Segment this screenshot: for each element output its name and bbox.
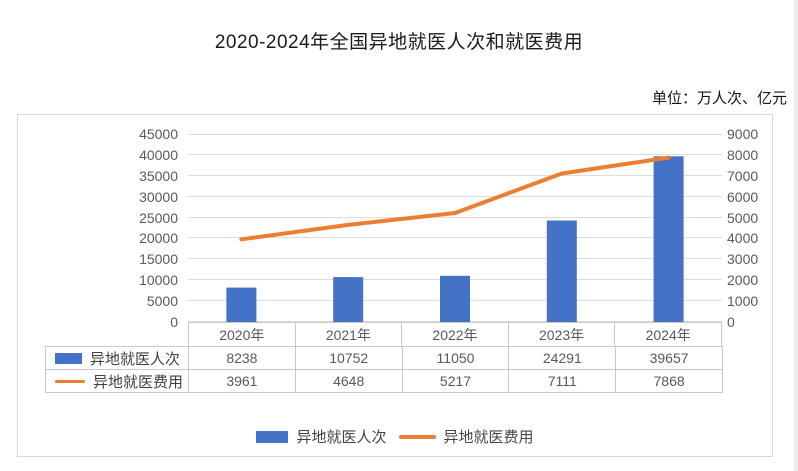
bar-series-swatch-icon: [55, 352, 82, 364]
legend: 异地就医人次 异地就医费用: [18, 426, 772, 447]
x-axis-label: 2022年: [401, 322, 509, 347]
x-axis-label: 2020年: [188, 322, 296, 347]
left-axis-tick: 35000: [139, 167, 178, 184]
left-axis-tick: 20000: [139, 230, 178, 247]
chart-title: 2020-2024年全国异地就医人次和就医费用: [214, 32, 584, 53]
table-cell: 3961: [188, 369, 296, 393]
left-axis: 45000 40000 35000 30000 25000 20000 15000 10000…: [18, 115, 178, 456]
left-axis-tick: 15000: [139, 251, 178, 268]
table-row-label: 异地就医费用: [45, 369, 189, 393]
table-cell: 39657: [615, 346, 723, 370]
table-row: 异地就医人次 8238 10752 11050 24291 39657: [45, 346, 723, 370]
bar-2022年: [440, 275, 470, 322]
bar-series-swatch-icon: [256, 430, 289, 443]
table-row: 异地就医费用 3961 4648 5217 7111 7868: [45, 369, 723, 393]
right-axis-tick: 5000: [727, 209, 759, 226]
table-cell: 7111: [508, 369, 617, 393]
right-axis-tick: 3000: [727, 251, 759, 268]
left-axis-tick: 0: [170, 314, 178, 330]
line-series-swatch-icon: [55, 379, 85, 383]
right-axis-tick: 9000: [727, 126, 759, 142]
bar-2024年: [653, 156, 684, 322]
series-name: 异地就医费用: [93, 373, 184, 391]
plot-area: [188, 134, 722, 322]
table-cell: 4648: [294, 369, 403, 393]
table-cell: 7868: [615, 369, 723, 393]
right-axis-tick: 6000: [727, 188, 759, 205]
table-row-label: 异地就医人次: [45, 346, 189, 370]
unit-label: 单位：万人次、亿元: [651, 90, 787, 107]
bar-2020年: [226, 287, 257, 322]
left-axis-tick: 10000: [139, 272, 178, 289]
table-cell: 10752: [294, 346, 403, 370]
left-axis-tick: 25000: [139, 209, 178, 226]
right-axis-tick: 1000: [727, 293, 759, 310]
legend-item: 异地就医人次: [256, 426, 387, 447]
bar-2023年: [546, 220, 577, 322]
line-series-swatch-icon: [398, 434, 436, 439]
chart-panel: 45000 40000 35000 30000 25000 20000 15000 10000…: [17, 114, 773, 457]
bar-2021年: [333, 277, 364, 322]
left-axis-tick: 30000: [139, 188, 178, 205]
x-axis-header-row: 2020年 2021年 2022年 2023年 2024年: [188, 322, 722, 347]
right-axis-tick: 0: [727, 314, 735, 330]
x-axis-label: 2024年: [614, 322, 722, 347]
left-axis-tick: 5000: [146, 293, 178, 310]
right-axis-tick: 8000: [727, 146, 759, 163]
right-axis: 9000 8000 7000 6000 5000 4000 3000 2000 1000 0: [727, 115, 779, 456]
legend-item: 异地就医费用: [398, 426, 534, 447]
table-cell: 11050: [401, 346, 510, 370]
legend-label: 异地就医费用: [443, 429, 534, 446]
table-cell: 8238: [188, 346, 296, 370]
page-edge-strip: [794, 0, 798, 471]
right-axis-tick: 7000: [727, 167, 759, 184]
right-axis-tick: 4000: [727, 230, 759, 247]
right-axis-tick: 2000: [727, 272, 759, 289]
x-axis-label: 2023年: [507, 322, 616, 347]
left-axis-tick: 45000: [139, 126, 178, 142]
series-name: 异地就医人次: [90, 350, 181, 368]
data-table: 异地就医人次 8238 10752 11050 24291 39657 异地就医费用 3961…: [45, 346, 723, 393]
x-axis-label: 2021年: [294, 322, 403, 347]
left-axis-tick: 40000: [139, 146, 178, 163]
legend-label: 异地就医人次: [296, 429, 387, 446]
expense-line: [239, 155, 671, 242]
table-cell: 24291: [508, 346, 617, 370]
table-cell: 5217: [401, 369, 510, 393]
